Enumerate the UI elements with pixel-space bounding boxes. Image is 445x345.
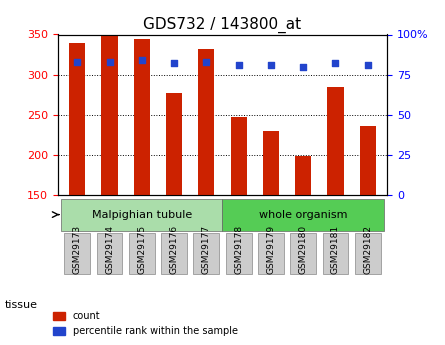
FancyBboxPatch shape (290, 233, 316, 274)
Text: GSM29177: GSM29177 (202, 225, 211, 274)
Text: whole organism: whole organism (259, 210, 348, 219)
FancyBboxPatch shape (129, 233, 155, 274)
Bar (360, 126, 376, 195)
Text: GSM29174: GSM29174 (105, 225, 114, 274)
Text: GSM29181: GSM29181 (331, 225, 340, 274)
Text: GSM29175: GSM29175 (138, 225, 146, 274)
Bar (263, 130, 279, 195)
FancyBboxPatch shape (65, 233, 90, 274)
FancyBboxPatch shape (355, 233, 380, 274)
FancyBboxPatch shape (194, 233, 219, 274)
Point (170, 61, 178, 66)
Bar (134, 39, 150, 195)
Title: GDS732 / 143800_at: GDS732 / 143800_at (143, 17, 302, 33)
FancyBboxPatch shape (97, 233, 122, 274)
Text: GSM29180: GSM29180 (299, 225, 307, 274)
Point (74, 59, 81, 65)
Bar (198, 49, 214, 195)
Point (203, 59, 210, 65)
Bar (166, 93, 182, 195)
Text: Malpighian tubule: Malpighian tubule (92, 210, 192, 219)
Text: GSM29176: GSM29176 (170, 225, 178, 274)
FancyBboxPatch shape (258, 233, 284, 274)
FancyBboxPatch shape (161, 233, 187, 274)
Text: GSM29173: GSM29173 (73, 225, 82, 274)
Point (332, 61, 339, 66)
Text: GSM29178: GSM29178 (234, 225, 243, 274)
Text: GSM29179: GSM29179 (267, 225, 275, 274)
Bar (231, 117, 247, 195)
Legend: count, percentile rank within the sample: count, percentile rank within the sample (49, 307, 242, 340)
Bar (295, 156, 312, 195)
Text: GSM29182: GSM29182 (363, 225, 372, 274)
Bar (328, 87, 344, 195)
Point (267, 62, 275, 68)
Point (364, 62, 371, 68)
FancyBboxPatch shape (226, 233, 251, 274)
Bar (101, 34, 117, 195)
Text: tissue: tissue (4, 300, 37, 310)
FancyBboxPatch shape (323, 233, 348, 274)
Bar (69, 42, 85, 195)
Point (235, 62, 242, 68)
Point (106, 59, 113, 65)
Point (138, 57, 146, 63)
FancyBboxPatch shape (61, 199, 222, 230)
Point (299, 64, 307, 69)
FancyBboxPatch shape (222, 199, 384, 230)
